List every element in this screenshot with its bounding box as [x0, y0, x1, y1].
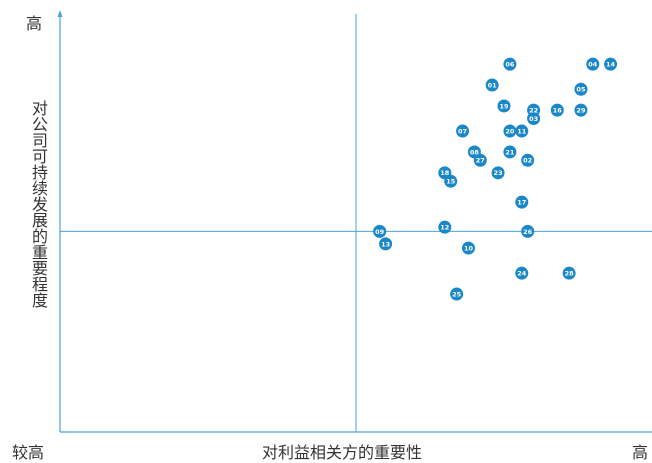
data-point-label-14: 14	[606, 61, 616, 69]
data-point-label-03: 03	[529, 115, 538, 123]
data-point-label-24: 24	[517, 270, 527, 278]
data-point-label-13: 13	[381, 240, 390, 248]
data-point-10	[461, 241, 475, 255]
data-point-label-20: 20	[505, 127, 515, 135]
data-point-26	[521, 224, 535, 238]
data-point-01	[485, 78, 499, 92]
data-point-12	[438, 220, 452, 234]
x-low-label: 较高	[12, 443, 45, 462]
data-point-label-25: 25	[452, 290, 462, 298]
data-point-label-09: 09	[375, 228, 385, 236]
y-axis-arrow	[57, 10, 63, 17]
data-point-label-22: 22	[529, 107, 538, 115]
x-high-label: 高	[632, 443, 649, 462]
data-point-14	[604, 57, 618, 71]
data-point-label-23: 23	[494, 169, 503, 177]
data-point-09	[373, 224, 387, 238]
data-point-05	[574, 82, 588, 96]
data-point-label-27: 27	[476, 157, 485, 165]
data-point-label-08: 08	[470, 148, 480, 156]
data-point-label-29: 29	[576, 107, 586, 115]
data-point-label-06: 06	[505, 61, 515, 69]
data-point-label-11: 11	[517, 127, 527, 135]
data-point-21	[503, 145, 517, 159]
data-point-label-16: 16	[553, 107, 563, 115]
data-point-27	[473, 153, 487, 167]
data-point-16	[550, 103, 564, 117]
data-point-label-04: 04	[588, 61, 598, 69]
data-point-label-26: 26	[523, 228, 533, 236]
data-point-23	[491, 166, 505, 180]
data-point-04	[586, 57, 600, 71]
data-point-label-28: 28	[565, 270, 575, 278]
data-point-label-15: 15	[446, 178, 456, 186]
x-axis-label: 对利益相关方的重要性	[262, 443, 423, 462]
data-point-19	[497, 99, 511, 113]
data-point-label-18: 18	[440, 169, 450, 177]
data-point-label-02: 02	[523, 157, 532, 165]
data-point-06	[503, 57, 517, 71]
data-point-label-05: 05	[576, 86, 586, 94]
data-point-label-19: 19	[499, 102, 509, 110]
data-point-07	[456, 124, 470, 138]
data-point-label-21: 21	[505, 148, 515, 156]
data-point-label-10: 10	[464, 244, 474, 252]
data-point-28	[562, 266, 576, 280]
data-point-24	[515, 266, 529, 280]
data-point-11	[515, 124, 529, 138]
data-point-17	[515, 195, 529, 209]
data-point-13	[379, 237, 393, 251]
data-point-29	[574, 103, 588, 117]
data-points-group: 01 02 03 04 05 06 07 08 09 10 11 12 13 14 15 16 17 18 19 20…	[373, 57, 618, 301]
data-point-label-12: 12	[440, 224, 449, 232]
data-point-label-07: 07	[458, 127, 467, 135]
data-point-label-01: 01	[488, 81, 498, 89]
y-high-label: 高	[26, 14, 43, 33]
data-point-22	[527, 103, 541, 117]
data-point-25	[450, 287, 464, 301]
y-axis-label: 对公司可持续发展的重要程度	[29, 100, 48, 308]
data-point-20	[503, 124, 517, 138]
data-point-02	[521, 153, 535, 167]
data-point-label-17: 17	[517, 199, 526, 207]
data-point-18	[438, 166, 452, 180]
